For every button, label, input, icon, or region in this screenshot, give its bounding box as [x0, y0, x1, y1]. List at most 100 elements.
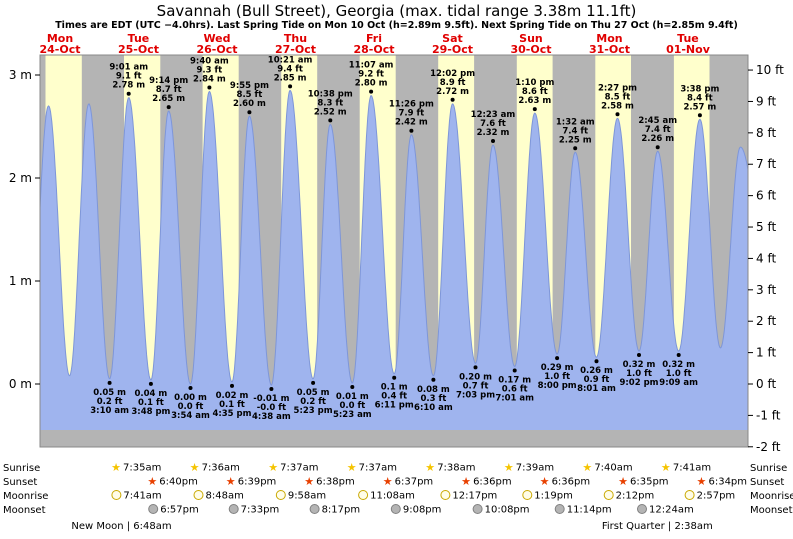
- sunset-icon: ★: [618, 475, 628, 488]
- high-tide-marker-dot: [409, 128, 414, 133]
- high-tide-time: 9:40 am: [190, 56, 229, 66]
- low-tide-time: 5:23 pm: [294, 406, 333, 416]
- day-label-row: Mon24-OctTue25-OctWed26-OctThu27-OctFri2…: [39, 32, 710, 56]
- high-tide-annotation: 12:02 pm8.9 ft2.72 m: [430, 69, 475, 102]
- axis-right: -2 ft -1 ft 0 ft 1 ft 2 ft 3 ft 4 ft 5 ft 6 ft 7 …: [748, 63, 784, 454]
- sunset-icon: ★: [540, 475, 550, 488]
- low-tide-height-ft: 0.9 ft: [584, 375, 610, 385]
- day-label-dow: Fri: [366, 32, 382, 45]
- high-tide-height-m: 2.32 m: [477, 128, 510, 138]
- high-tide-height-m: 2.63 m: [518, 96, 551, 106]
- low-tide-time: 4:38 am: [252, 412, 291, 422]
- low-tide-time: 6:10 am: [414, 403, 453, 413]
- low-tide-annotation: 0.20 m0.7 ft7:03 pm: [456, 365, 495, 400]
- low-tide-height-m: 0.08 m: [417, 385, 450, 395]
- low-tide-height-m: 0.05 m: [93, 388, 126, 398]
- low-tide-height-ft: 1.0 ft: [666, 369, 692, 379]
- day-label-date: 31-Oct: [589, 43, 630, 56]
- low-tide-height-ft: 1.0 ft: [544, 372, 570, 382]
- tide-curve-line: [39, 89, 749, 386]
- astro-row-label-right: Sunset: [750, 477, 784, 488]
- moonrise-time: 2:12pm: [616, 491, 655, 502]
- high-tide-annotation: 1:32 am7.4 ft2.25 m: [556, 117, 595, 151]
- high-tide-height-m: 2.65 m: [152, 94, 185, 104]
- high-tide-marker-dot: [328, 118, 333, 123]
- high-tide-height-ft: 9.4 ft: [277, 64, 303, 74]
- low-tide-height-ft: 0.2 ft: [97, 397, 123, 407]
- high-tide-height-ft: 8.6 ft: [522, 87, 548, 97]
- moonset-icon: [390, 504, 401, 514]
- low-tide-time: 9:02 pm: [619, 378, 658, 388]
- right-axis-tick-label: 5 ft: [756, 220, 776, 234]
- low-tide-annotation: 0.02 m0.1 ft4:35 pm: [212, 383, 252, 419]
- left-axis-tick-label: 3 m: [9, 68, 32, 82]
- low-tide-marker-dot: [392, 375, 397, 380]
- low-tide-time: 4:35 pm: [212, 409, 251, 419]
- moonset-time: 8:17pm: [322, 505, 361, 516]
- low-tide-time: 9:09 am: [659, 378, 698, 388]
- moonrise-time: 2:57pm: [697, 491, 736, 502]
- day-label-date: 30-Oct: [510, 43, 551, 56]
- low-tide-marker-dot: [188, 386, 193, 390]
- right-axis-tick-label: 2 ft: [756, 314, 776, 328]
- moonrise-time: 8:48am: [206, 491, 244, 502]
- sunrise-time: 7:36am: [202, 463, 240, 474]
- sunrise-time: 7:40am: [594, 463, 632, 474]
- plot-border: [39, 54, 749, 448]
- high-tide-height-m: 2.52 m: [314, 107, 347, 117]
- right-axis-tick-label: -1 ft: [756, 408, 781, 422]
- left-axis-tick-label: 0 m: [9, 377, 32, 391]
- low-tide-marker-dot: [107, 380, 112, 385]
- low-tide-time: 3:48 pm: [131, 407, 170, 417]
- high-tide-annotation: 9:40 am9.3 ft2.84 m: [190, 56, 229, 90]
- moonset-icon: [228, 504, 239, 514]
- day-label-dow: Tue: [677, 32, 699, 45]
- sunrise-icon: ★: [111, 461, 121, 474]
- moon-phase-event: First Quarter | 2:38am: [602, 521, 713, 532]
- high-tide-height-ft: 7.9 ft: [398, 109, 424, 119]
- low-tide-marker-dot: [637, 353, 641, 357]
- sunrise-icon: ★: [425, 461, 435, 474]
- moonrise-icon: [275, 490, 286, 500]
- high-tide-marker-dot: [655, 145, 660, 150]
- high-tide-marker-dot: [126, 91, 131, 96]
- moonrise-time: 9:58am: [288, 491, 326, 502]
- sunset-icon: ★: [226, 475, 236, 488]
- low-tide-marker-dot: [230, 383, 234, 388]
- chart-subtitle: Times are EDT (UTC −4.0hrs). Last Spring…: [55, 20, 738, 31]
- sunset-time: 6:34pm: [708, 477, 747, 488]
- low-tide-height-m: 0.02 m: [216, 391, 249, 401]
- right-axis-tick-label: 8 ft: [756, 126, 776, 140]
- moonset-time: 10:08pm: [485, 505, 530, 516]
- high-tide-annotation: 9:14 pm8.7 ft2.65 m: [149, 76, 188, 110]
- high-tide-height-m: 2.78 m: [112, 81, 145, 91]
- high-tide-annotation: 11:07 am9.2 ft2.80 m: [349, 61, 394, 94]
- high-tide-marker-dot: [369, 89, 374, 94]
- low-tide-height-ft: 0.7 ft: [463, 381, 489, 391]
- low-tide-height-m: 0.17 m: [498, 375, 531, 385]
- high-tide-height-ft: 8.9 ft: [440, 78, 466, 88]
- low-tide-marker-dot: [148, 381, 153, 386]
- low-tide-annotation: 0.00 m0.0 ft3:54 am: [171, 386, 210, 421]
- right-axis-tick-label: 4 ft: [756, 251, 776, 265]
- high-tide-marker-dot: [450, 97, 455, 102]
- high-tide-time: 12:23 am: [471, 110, 516, 120]
- sunset-time: 6:38pm: [316, 477, 355, 488]
- high-tide-annotation: 9:01 am9.1 ft2.78 m: [109, 63, 148, 96]
- high-tide-time: 9:14 pm: [149, 76, 188, 86]
- day-label-dow: Mon: [47, 32, 73, 45]
- high-tide-time: 3:38 pm: [680, 84, 719, 94]
- high-tide-annotation: 1:10 pm8.6 ft2.63 m: [515, 78, 554, 112]
- low-tide-height-ft: 0.3 ft: [421, 394, 447, 404]
- astro-row-label-right: Moonset: [750, 505, 793, 516]
- sunrise-time: 7:39am: [516, 463, 554, 474]
- astro-row-label-right: Moonrise: [750, 491, 793, 502]
- moonset-icon: [148, 504, 159, 514]
- annotation-layer: 0.05 m0.2 ft3:10 am9:01 am9.1 ft2.78 m0.…: [90, 55, 719, 422]
- astro-row-label-right: Sunrise: [750, 463, 787, 474]
- low-tide-height-ft: 0.6 ft: [502, 384, 528, 394]
- low-tide-annotation: 0.26 m0.9 ft8:01 am: [577, 359, 616, 394]
- sunrise-icon: ★: [190, 461, 200, 474]
- day-label-dow: Wed: [203, 32, 230, 45]
